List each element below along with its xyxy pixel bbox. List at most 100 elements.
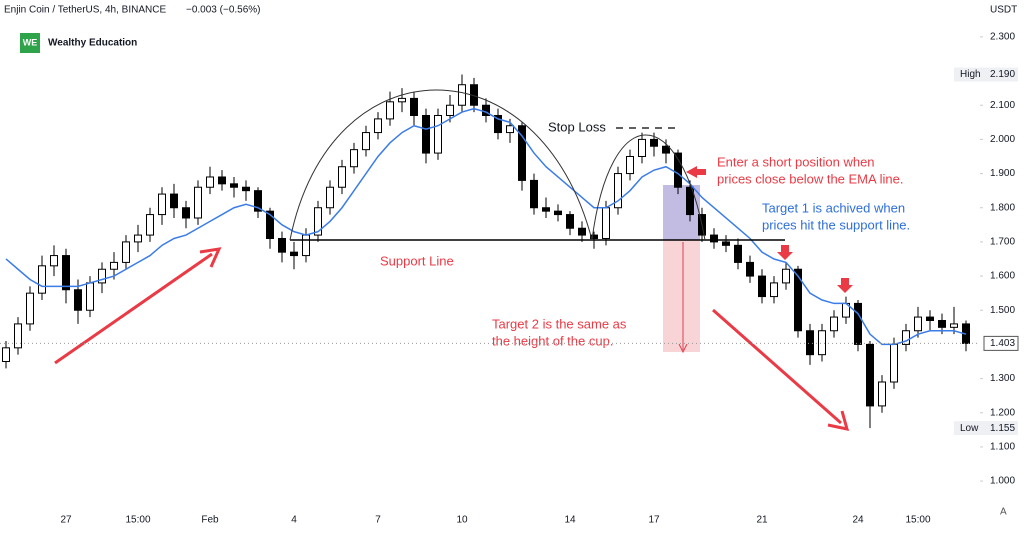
high-box [954,67,1018,82]
candle-body [386,101,394,120]
entry-note: Enter a short position when [717,154,875,169]
candle-body [194,186,202,219]
candle-body [86,282,94,311]
candle-body [254,190,262,212]
candle-body [806,330,814,356]
candle-body [458,84,466,106]
candle-body [578,227,586,236]
down-marker [837,278,853,293]
logo-text: Wealthy Education [48,38,137,49]
candle-body [614,173,622,209]
candle-body [434,114,442,154]
candle-body [494,114,502,134]
symbol: Enjin Coin / TetherUS, 4h, BINANCE [4,5,166,16]
corner-label: A [1000,507,1007,518]
candle-body [530,179,538,209]
candle-body [602,207,610,239]
candle-body [950,323,958,328]
x-tick-label: 17 [648,515,660,526]
candle-body [854,302,862,345]
x-tick-label: Feb [201,515,219,526]
high-name: High [960,69,981,80]
candle-body [686,186,694,216]
candle-body [170,193,178,209]
candle-body [74,289,82,311]
candle-body [926,316,934,321]
arrow-head [678,343,688,354]
cup-arc [289,89,593,241]
candle-body [542,207,550,212]
candle-body [782,268,790,284]
ema-line [5,107,967,346]
candle-body [14,323,22,349]
y-tick-label: 1.200 [990,407,1015,418]
candle-body [266,210,274,239]
y-tick-label: 1.100 [990,442,1015,453]
down-marker [777,245,793,260]
y-tick-label: 1.300 [990,373,1015,384]
candle-body [26,292,34,325]
up-arrow [54,252,213,365]
candle-body [134,234,142,243]
candle-body [314,207,322,236]
candle-body [830,316,838,332]
candle-body [446,104,454,116]
candle-body [722,241,730,246]
currency: USDT [990,5,1017,16]
candle-body [566,214,574,229]
candle-body [290,251,298,257]
x-tick-label: 15:00 [125,515,150,526]
candle-body [122,241,130,263]
y-tick-label: 1.000 [990,476,1015,487]
target2-note: the height of the cup. [492,333,613,348]
candle-body [734,244,742,263]
candle-body [878,381,886,407]
candle-body [662,145,670,154]
x-tick-label: 21 [756,515,768,526]
candle-body [398,97,406,103]
candle-body [410,97,418,116]
candle-body [758,275,766,298]
candle-body [242,186,250,192]
candle-body [638,138,646,157]
cup-arc [591,134,706,241]
candle-body [50,255,58,267]
candle-body [146,214,154,236]
y-tick-label: 2.300 [990,32,1015,43]
y-tick-label: 1.500 [990,305,1015,316]
arrow-head [199,247,222,268]
candle-body [338,166,346,188]
y-tick-label: 2.100 [990,100,1015,111]
target2-note: Target 2 is the same as [492,316,627,331]
candle-body [554,210,562,216]
candle-body [362,132,370,151]
candle-body [746,261,754,277]
x-tick-label: 14 [564,515,576,526]
candle-body [770,282,778,298]
candle-body [590,234,598,239]
y-tick-label: 1.600 [990,271,1015,282]
y-tick-label: 1.800 [990,202,1015,213]
candle-body [302,234,310,257]
logo [20,33,40,53]
x-tick-label: 10 [456,515,468,526]
candle-body [2,347,10,362]
candle-body [110,261,118,270]
candle-body [674,152,682,188]
candle-body [626,155,634,175]
candles [2,74,970,429]
low-value: 1.155 [990,423,1015,434]
entry-marker [686,166,706,178]
x-tick-label: 27 [60,515,72,526]
candle-body [518,125,526,181]
target1-zone [663,185,700,240]
x-tick-label: 7 [375,515,381,526]
target2-zone [663,240,700,352]
candle-body [506,125,514,134]
candle-body [278,237,286,253]
candle-body [350,149,358,168]
candle-body [938,319,946,328]
y-tick-label: 2.000 [990,134,1015,145]
change: −0.003 (−0.56%) [186,5,261,16]
